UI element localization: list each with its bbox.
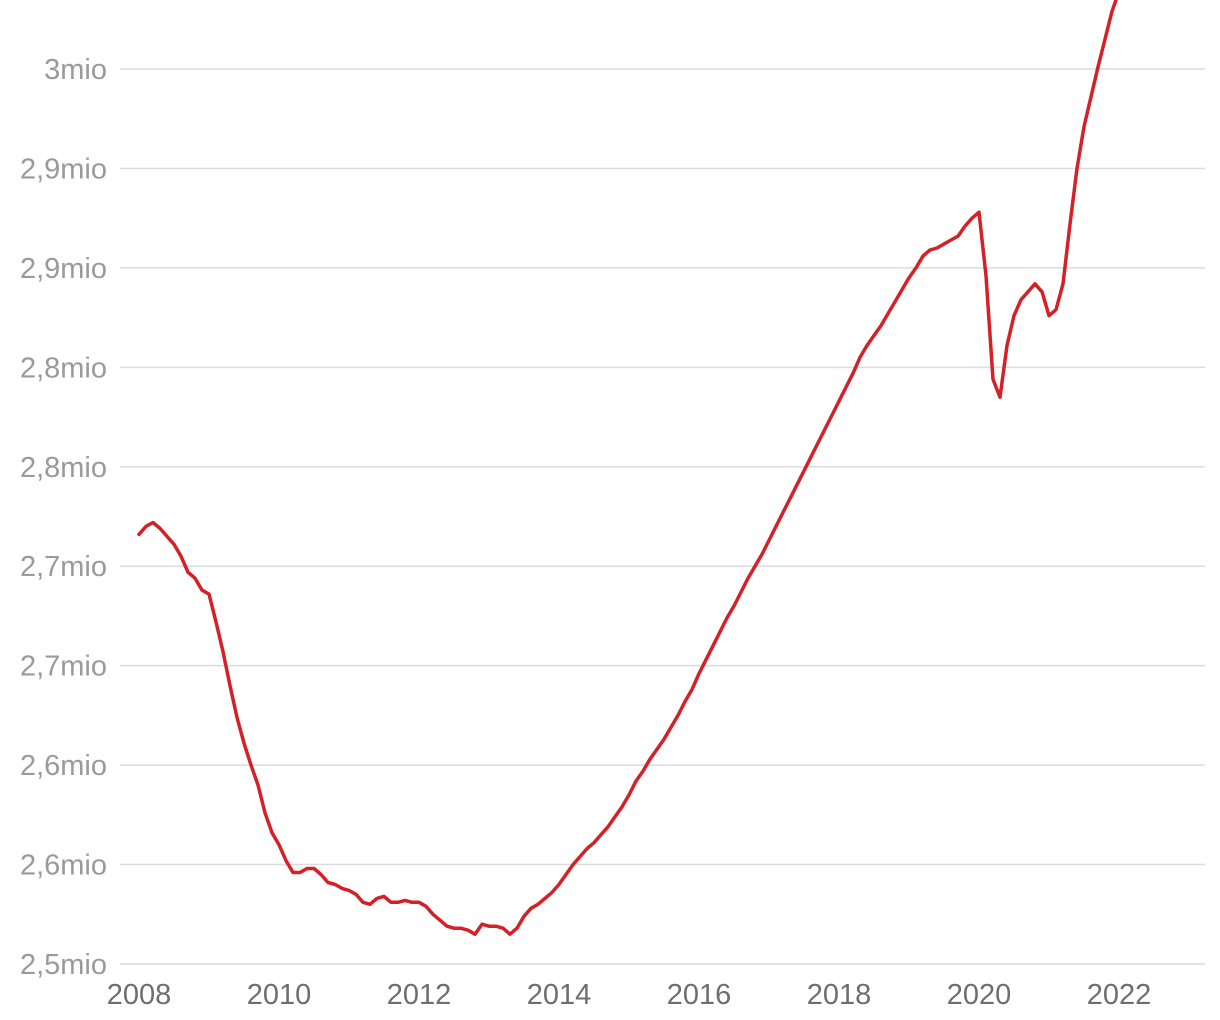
x-tick-label: 2016 (667, 979, 732, 1011)
y-tick-label: 2,6mio (20, 850, 107, 882)
x-axis-tick-labels: 2008 2010 2012 2014 2016 2018 2020 2022 (107, 979, 1152, 1011)
y-tick-label: 2,9mio (20, 253, 107, 285)
x-tick-label: 2012 (387, 979, 452, 1011)
grid-layer (120, 68, 1205, 965)
y-tick-label: 2,8mio (20, 452, 107, 484)
y-tick-label: 2,7mio (20, 651, 107, 683)
x-tick-label: 2022 (1087, 979, 1152, 1011)
y-tick-label: 2,7mio (20, 551, 107, 583)
y-tick-label: 3mio (44, 54, 107, 86)
x-tick-label: 2020 (947, 979, 1012, 1011)
y-tick-label: 2,8mio (20, 352, 107, 384)
series-line (137, 0, 1118, 936)
x-tick-label: 2010 (247, 979, 312, 1011)
y-tick-label: 2,6mio (20, 750, 107, 782)
y-axis-tick-labels: 2,5mio 2,6mio 2,6mio 2,7mio 2,7mio 2,8mio 2,8m… (20, 54, 107, 981)
y-tick-label: 2,5mio (20, 949, 107, 981)
y-tick-label: 2,9mio (20, 153, 107, 185)
series-layer (137, 0, 1118, 936)
x-tick-label: 2008 (107, 979, 172, 1011)
x-tick-label: 2018 (807, 979, 872, 1011)
x-tick-label: 2014 (527, 979, 592, 1011)
